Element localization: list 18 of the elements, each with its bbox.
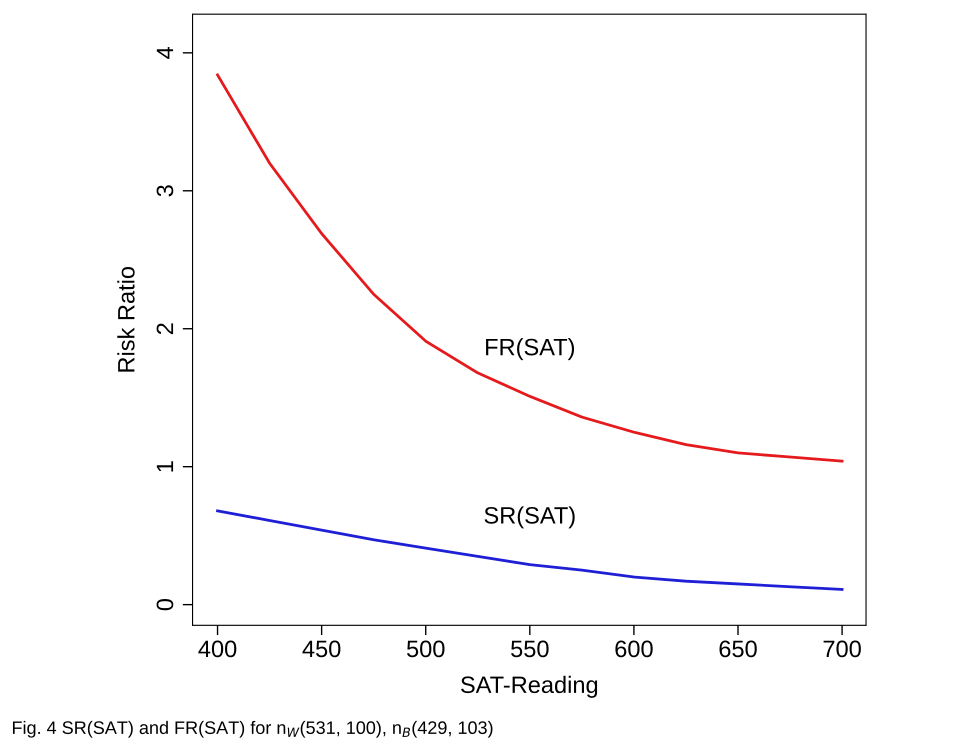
y-axis-title: Risk Ratio — [117, 266, 135, 372]
series-label: FR(SAT) — [486, 338, 574, 360]
x-axis-title: SAT-Reading — [461, 676, 598, 698]
x-tick-label: 500 — [406, 640, 444, 658]
x-tick-label: 700 — [824, 640, 861, 658]
x-tick-label: 600 — [615, 640, 653, 658]
y-tick-label: 4 — [156, 46, 174, 59]
y-tick-label: 2 — [156, 323, 174, 334]
y-tick-label: 1 — [156, 461, 174, 472]
x-tick-label: 650 — [720, 640, 757, 658]
x-tick-label: 550 — [511, 640, 549, 658]
line-series — [216, 74, 844, 463]
y-tick-label: 3 — [156, 185, 174, 196]
series-label: SR(SAT) — [484, 506, 575, 528]
x-tick-label: 400 — [198, 640, 236, 658]
y-tick-label: 0 — [156, 598, 174, 610]
caption: Fig. 4 SR(SAT) and FR(SAT) for n$_{W}$(531, 100), n$_{B}$(429, 103) — [12, 720, 492, 738]
x-tick-label: 450 — [302, 640, 340, 658]
